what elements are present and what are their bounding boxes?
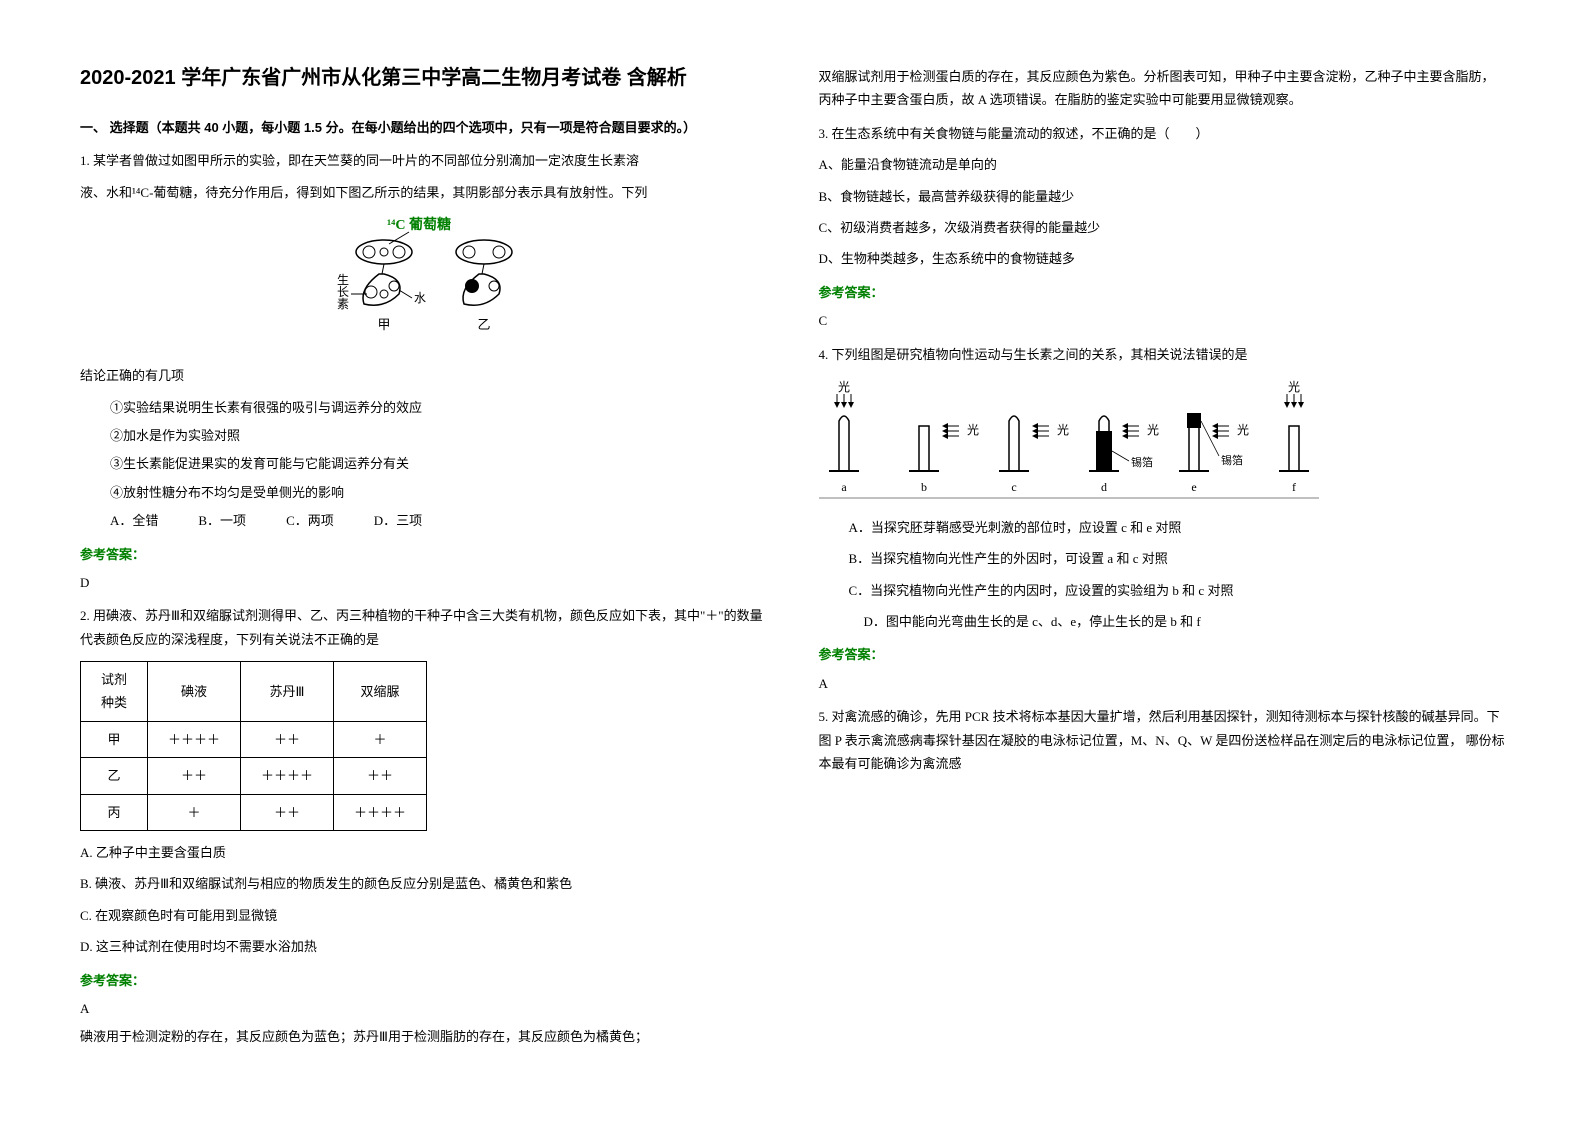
row1-c1: ＋＋＋＋ (148, 721, 241, 757)
row2-c3: ＋＋ (334, 758, 427, 794)
q1-choice-c: C．两项 (286, 509, 334, 532)
document-title: 2020-2021 学年广东省广州市从化第三中学高二生物月考试卷 含解析 (80, 60, 769, 96)
q4-opt-d: D．图中能向光弯曲生长的是 c、d、e，停止生长的是 b 和 f (819, 610, 1508, 633)
answer-label-3: 参考答案： (819, 281, 1508, 304)
row3-c1: ＋ (148, 794, 241, 830)
q3-opt-d: D、生物种类越多，生态系统中的食物链越多 (819, 247, 1508, 270)
th-type: 种类 (101, 691, 127, 714)
svg-text:光: 光 (1057, 423, 1069, 437)
q3-answer: C (819, 309, 1508, 332)
q2-text: 2. 用碘液、苏丹Ⅲ和双缩脲试剂测得甲、乙、丙三种植物的干种子中含三大类有机物，… (80, 604, 769, 651)
th-reagent: 试剂 (101, 668, 127, 691)
q3-text: 3. 在生态系统中有关食物链与能量流动的叙述，不正确的是（ ） (819, 122, 1508, 145)
svg-text:光: 光 (1147, 423, 1159, 437)
row3-c3: ＋＋＋＋ (334, 794, 427, 830)
q1-choice-a: A．全错 (110, 509, 158, 532)
answer-label-4: 参考答案： (819, 643, 1508, 666)
q2-table: 试剂 种类 碘液 苏丹Ⅲ 双缩脲 甲 ＋＋＋＋ ＋＋ ＋ 乙 ＋＋ ＋＋＋＋ ＋… (80, 661, 427, 831)
q4-opt-b: B．当探究植物向光性产生的外因时，可设置 a 和 c 对照 (819, 547, 1508, 570)
question-2: 2. 用碘液、苏丹Ⅲ和双缩脲试剂测得甲、乙、丙三种植物的干种子中含三大类有机物，… (80, 604, 769, 958)
table-col2: 苏丹Ⅲ (241, 662, 334, 722)
q3-opt-a: A、能量沿食物链流动是单向的 (819, 153, 1508, 176)
q1-answer: D (80, 571, 769, 594)
svg-text:光: 光 (1237, 423, 1249, 437)
row2-c2: ＋＋＋＋ (241, 758, 334, 794)
q3-opt-b: B、食物链越长，最高营养级获得的能量越少 (819, 185, 1508, 208)
diagram-label-jia: 甲 (378, 317, 391, 332)
table-row: 乙 ＋＋ ＋＋＋＋ ＋＋ (81, 758, 427, 794)
q2-opt-d: D. 这三种试剂在使用时均不需要水浴加热 (80, 935, 769, 958)
question-4: 4. 下列组图是研究植物向性运动与生长素之间的关系，其相关说法错误的是 光 a (819, 343, 1508, 634)
q1-opt2: ②加水是作为实验对照 (80, 424, 769, 447)
q4-text: 4. 下列组图是研究植物向性运动与生长素之间的关系，其相关说法错误的是 (819, 343, 1508, 366)
q2-opt-b: B. 碘液、苏丹Ⅲ和双缩脲试剂与相应的物质发生的颜色反应分别是蓝色、橘黄色和紫色 (80, 872, 769, 895)
svg-text:b: b (921, 480, 927, 494)
q3-opt-c: C、初级消费者越多，次级消费者获得的能量越少 (819, 216, 1508, 239)
svg-text:f: f (1292, 480, 1296, 494)
table-row: 丙 ＋ ＋＋ ＋＋＋＋ (81, 794, 427, 830)
q1-choice-b: B．一项 (198, 509, 246, 532)
section-header: 一、 选择题（本题共 40 小题，每小题 1.5 分。在每小题给出的四个选项中，… (80, 116, 769, 139)
svg-text:c: c (1011, 480, 1016, 494)
table-col3: 双缩脲 (334, 662, 427, 722)
question-5: 5. 对禽流感的确诊，先用 PCR 技术将标本基因大量扩增，然后利用基因探针，测… (819, 705, 1508, 775)
q1-choices: A．全错 B．一项 C．两项 D．三项 (80, 509, 769, 532)
svg-text:锡箔: 锡箔 (1131, 455, 1153, 469)
diagram-label-glucose: ¹⁴C 葡萄糖 (387, 216, 451, 233)
q1-text-2: 液、水和¹⁴C-葡萄糖，待充分作用后，得到如下图乙所示的结果，其阴影部分表示具有… (80, 181, 769, 204)
svg-text:光: 光 (967, 423, 979, 437)
right-column: 双缩脲试剂用于检测蛋白质的存在，其反应颜色为紫色。分析图表可知，甲种子中主要含淀… (819, 60, 1508, 1054)
row3-label: 丙 (81, 794, 148, 830)
table-col1: 碘液 (148, 662, 241, 722)
row1-c2: ＋＋ (241, 721, 334, 757)
q4-opt-a: A．当探究胚芽鞘感受光刺激的部位时，应设置 c 和 e 对照 (819, 516, 1508, 539)
svg-text:a: a (841, 480, 847, 494)
diagram-label-water: 水 (414, 291, 426, 305)
q4-diagram: 光 a (819, 376, 1508, 506)
q1-choice-d: D．三项 (374, 509, 422, 532)
answer-label-2: 参考答案： (80, 969, 769, 992)
row2-label: 乙 (81, 758, 148, 794)
question-1: 1. 某学者曾做过如图甲所示的实验，即在天竺葵的同一叶片的不同部位分别滴加一定浓… (80, 149, 769, 532)
q1-diagram: ¹⁴C 葡萄糖 生 长 素 水 甲 (80, 214, 769, 354)
left-column: 2020-2021 学年广东省广州市从化第三中学高二生物月考试卷 含解析 一、 … (80, 60, 769, 1054)
svg-text:光: 光 (837, 380, 849, 394)
svg-text:e: e (1191, 480, 1196, 494)
q1-text-1: 1. 某学者曾做过如图甲所示的实验，即在天竺葵的同一叶片的不同部位分别滴加一定浓… (80, 149, 769, 172)
row3-c2: ＋＋ (241, 794, 334, 830)
q2-explanation: 碘液用于检测淀粉的存在，其反应颜色为蓝色；苏丹Ⅲ用于检测脂肪的存在，其反应颜色为… (80, 1025, 769, 1048)
answer-label-1: 参考答案： (80, 543, 769, 566)
svg-text:光: 光 (1287, 380, 1299, 394)
q4-opt-c: C．当探究植物向光性产生的内因时，应设置的实验组为 b 和 c 对照 (819, 579, 1508, 602)
q2-opt-a: A. 乙种子中主要含蛋白质 (80, 841, 769, 864)
q2-opt-c: C. 在观察颜色时有可能用到显微镜 (80, 904, 769, 927)
question-3: 3. 在生态系统中有关食物链与能量流动的叙述，不正确的是（ ） A、能量沿食物链… (819, 122, 1508, 271)
svg-text:d: d (1101, 480, 1107, 494)
q5-text: 5. 对禽流感的确诊，先用 PCR 技术将标本基因大量扩增，然后利用基因探针，测… (819, 705, 1508, 775)
q4-answer: A (819, 672, 1508, 695)
row1-c3: ＋ (334, 721, 427, 757)
svg-text:素: 素 (337, 297, 349, 311)
row1-label: 甲 (81, 721, 148, 757)
row2-c1: ＋＋ (148, 758, 241, 794)
q1-opt3: ③生长素能促进果实的发育可能与它能调运养分有关 (80, 452, 769, 475)
svg-text:锡箔: 锡箔 (1221, 453, 1243, 467)
q1-opt4: ④放射性糖分布不均匀是受单侧光的影响 (80, 481, 769, 504)
table-row: 甲 ＋＋＋＋ ＋＋ ＋ (81, 721, 427, 757)
q1-text-3: 结论正确的有几项 (80, 364, 769, 387)
q1-opt1: ①实验结果说明生长素有很强的吸引与调运养分的效应 (80, 396, 769, 419)
diagram-label-yi: 乙 (478, 317, 491, 332)
q2-answer: A (80, 997, 769, 1020)
q2-explanation-2: 双缩脲试剂用于检测蛋白质的存在，其反应颜色为紫色。分析图表可知，甲种子中主要含淀… (819, 65, 1508, 112)
table-header-corner: 试剂 种类 (81, 662, 148, 722)
